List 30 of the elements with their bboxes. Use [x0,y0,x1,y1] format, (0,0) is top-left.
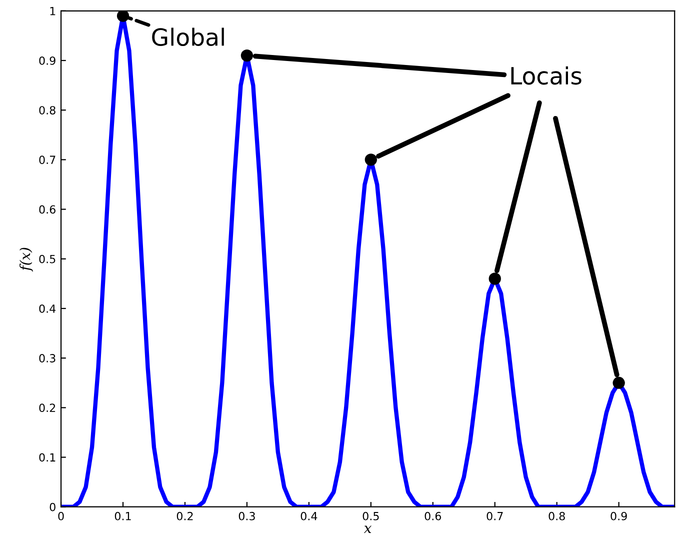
y-tick-label: 0.6 [39,205,56,214]
x-tick-label: 0.6 [424,512,442,520]
x-tick-label: 0.5 [362,512,379,520]
y-tick-label: 0.8 [39,106,56,114]
y-tick-label: 0.9 [39,56,56,65]
point [488,272,501,285]
point [364,154,377,166]
y-tick-label: 0.2 [39,404,56,412]
x-tick-label: 0.9 [610,512,627,520]
y-tick-label: 0.4 [39,304,56,313]
annotation: Global [152,28,224,46]
annotation: Locais [511,66,582,85]
x-tick-label: 0.7 [486,512,503,520]
x-tick-label: 0.8 [548,512,565,520]
y-tick-label: 0 [50,502,56,512]
point [612,376,625,389]
y-tick-label: 0.3 [39,354,56,362]
point [240,49,254,62]
y-tick-label: 0.5 [39,254,56,264]
y-tick-label: 1 [50,7,56,16]
x-tick-label: 0.2 [176,512,193,520]
x-tick-label: 0 [58,512,64,520]
y-axis-title: f(x) [19,248,33,272]
y-tick-label: 0.7 [39,156,56,164]
point [116,10,130,22]
x-tick-label: 0.3 [238,512,255,520]
x-axis-title: x [364,526,372,534]
x-tick-label: 0.1 [114,512,131,520]
x-tick-label: 0.4 [300,512,318,520]
y-tick-label: 0.1 [39,453,56,462]
